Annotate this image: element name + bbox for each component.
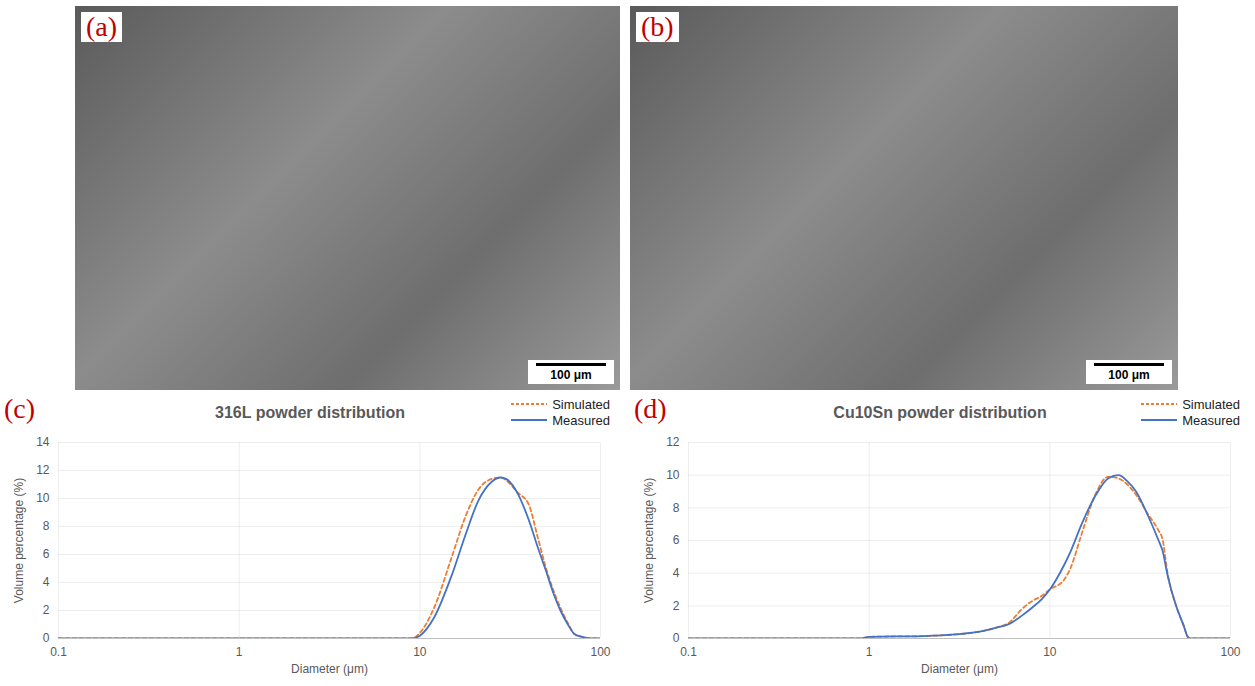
html-text:Simulated: Simulated (552, 396, 610, 412)
svg-text:10: 10 (413, 645, 427, 659)
svg-text:2: 2 (673, 599, 680, 613)
svg-text:8: 8 (43, 519, 50, 533)
svg-text:0: 0 (673, 631, 680, 645)
html-text:Measured: Measured (1182, 412, 1240, 428)
svg-text:6: 6 (43, 547, 50, 561)
svg-text:8: 8 (673, 501, 680, 515)
svg-text:14: 14 (36, 435, 50, 449)
svg-text:0: 0 (43, 631, 50, 645)
svg-text:0.1: 0.1 (680, 645, 697, 659)
html-text:(d): (d) (634, 393, 667, 424)
svg-text:10: 10 (1043, 645, 1057, 659)
svg-text:Diameter (μm): Diameter (μm) (921, 662, 998, 676)
svg-text:4: 4 (43, 575, 50, 589)
html-text:Measured: Measured (552, 412, 610, 428)
html-text:Cu10Sn powder distribution: Cu10Sn powder distribution (833, 404, 1047, 421)
svg-text:100: 100 (590, 645, 610, 659)
svg-text:1: 1 (866, 645, 873, 659)
html-text:100 μm: 100 μm (550, 368, 592, 382)
svg-text:12: 12 (666, 435, 680, 449)
svg-text:2: 2 (43, 603, 50, 617)
svg-text:Volume percentage (%): Volume percentage (%) (12, 478, 26, 603)
html-text:(c): (c) (4, 393, 36, 424)
svg-text:12: 12 (36, 463, 50, 477)
svg-text:10: 10 (666, 468, 680, 482)
svg-text:6: 6 (673, 533, 680, 547)
html-text:Simulated: Simulated (1182, 396, 1240, 412)
svg-text:Diameter (μm): Diameter (μm) (291, 662, 368, 676)
html-text:(a): (a) (86, 11, 118, 42)
svg-text:0.1: 0.1 (50, 645, 67, 659)
html-text:316L powder distribution: 316L powder distribution (215, 404, 405, 421)
svg-text:Volume percentage (%): Volume percentage (%) (642, 478, 656, 603)
html-text:100 μm: 100 μm (1108, 368, 1150, 382)
html-text:(b): (b) (641, 11, 674, 42)
svg-text:4: 4 (673, 566, 680, 580)
svg-text:1: 1 (236, 645, 243, 659)
svg-text:100: 100 (1220, 645, 1240, 659)
svg-text:10: 10 (36, 491, 50, 505)
